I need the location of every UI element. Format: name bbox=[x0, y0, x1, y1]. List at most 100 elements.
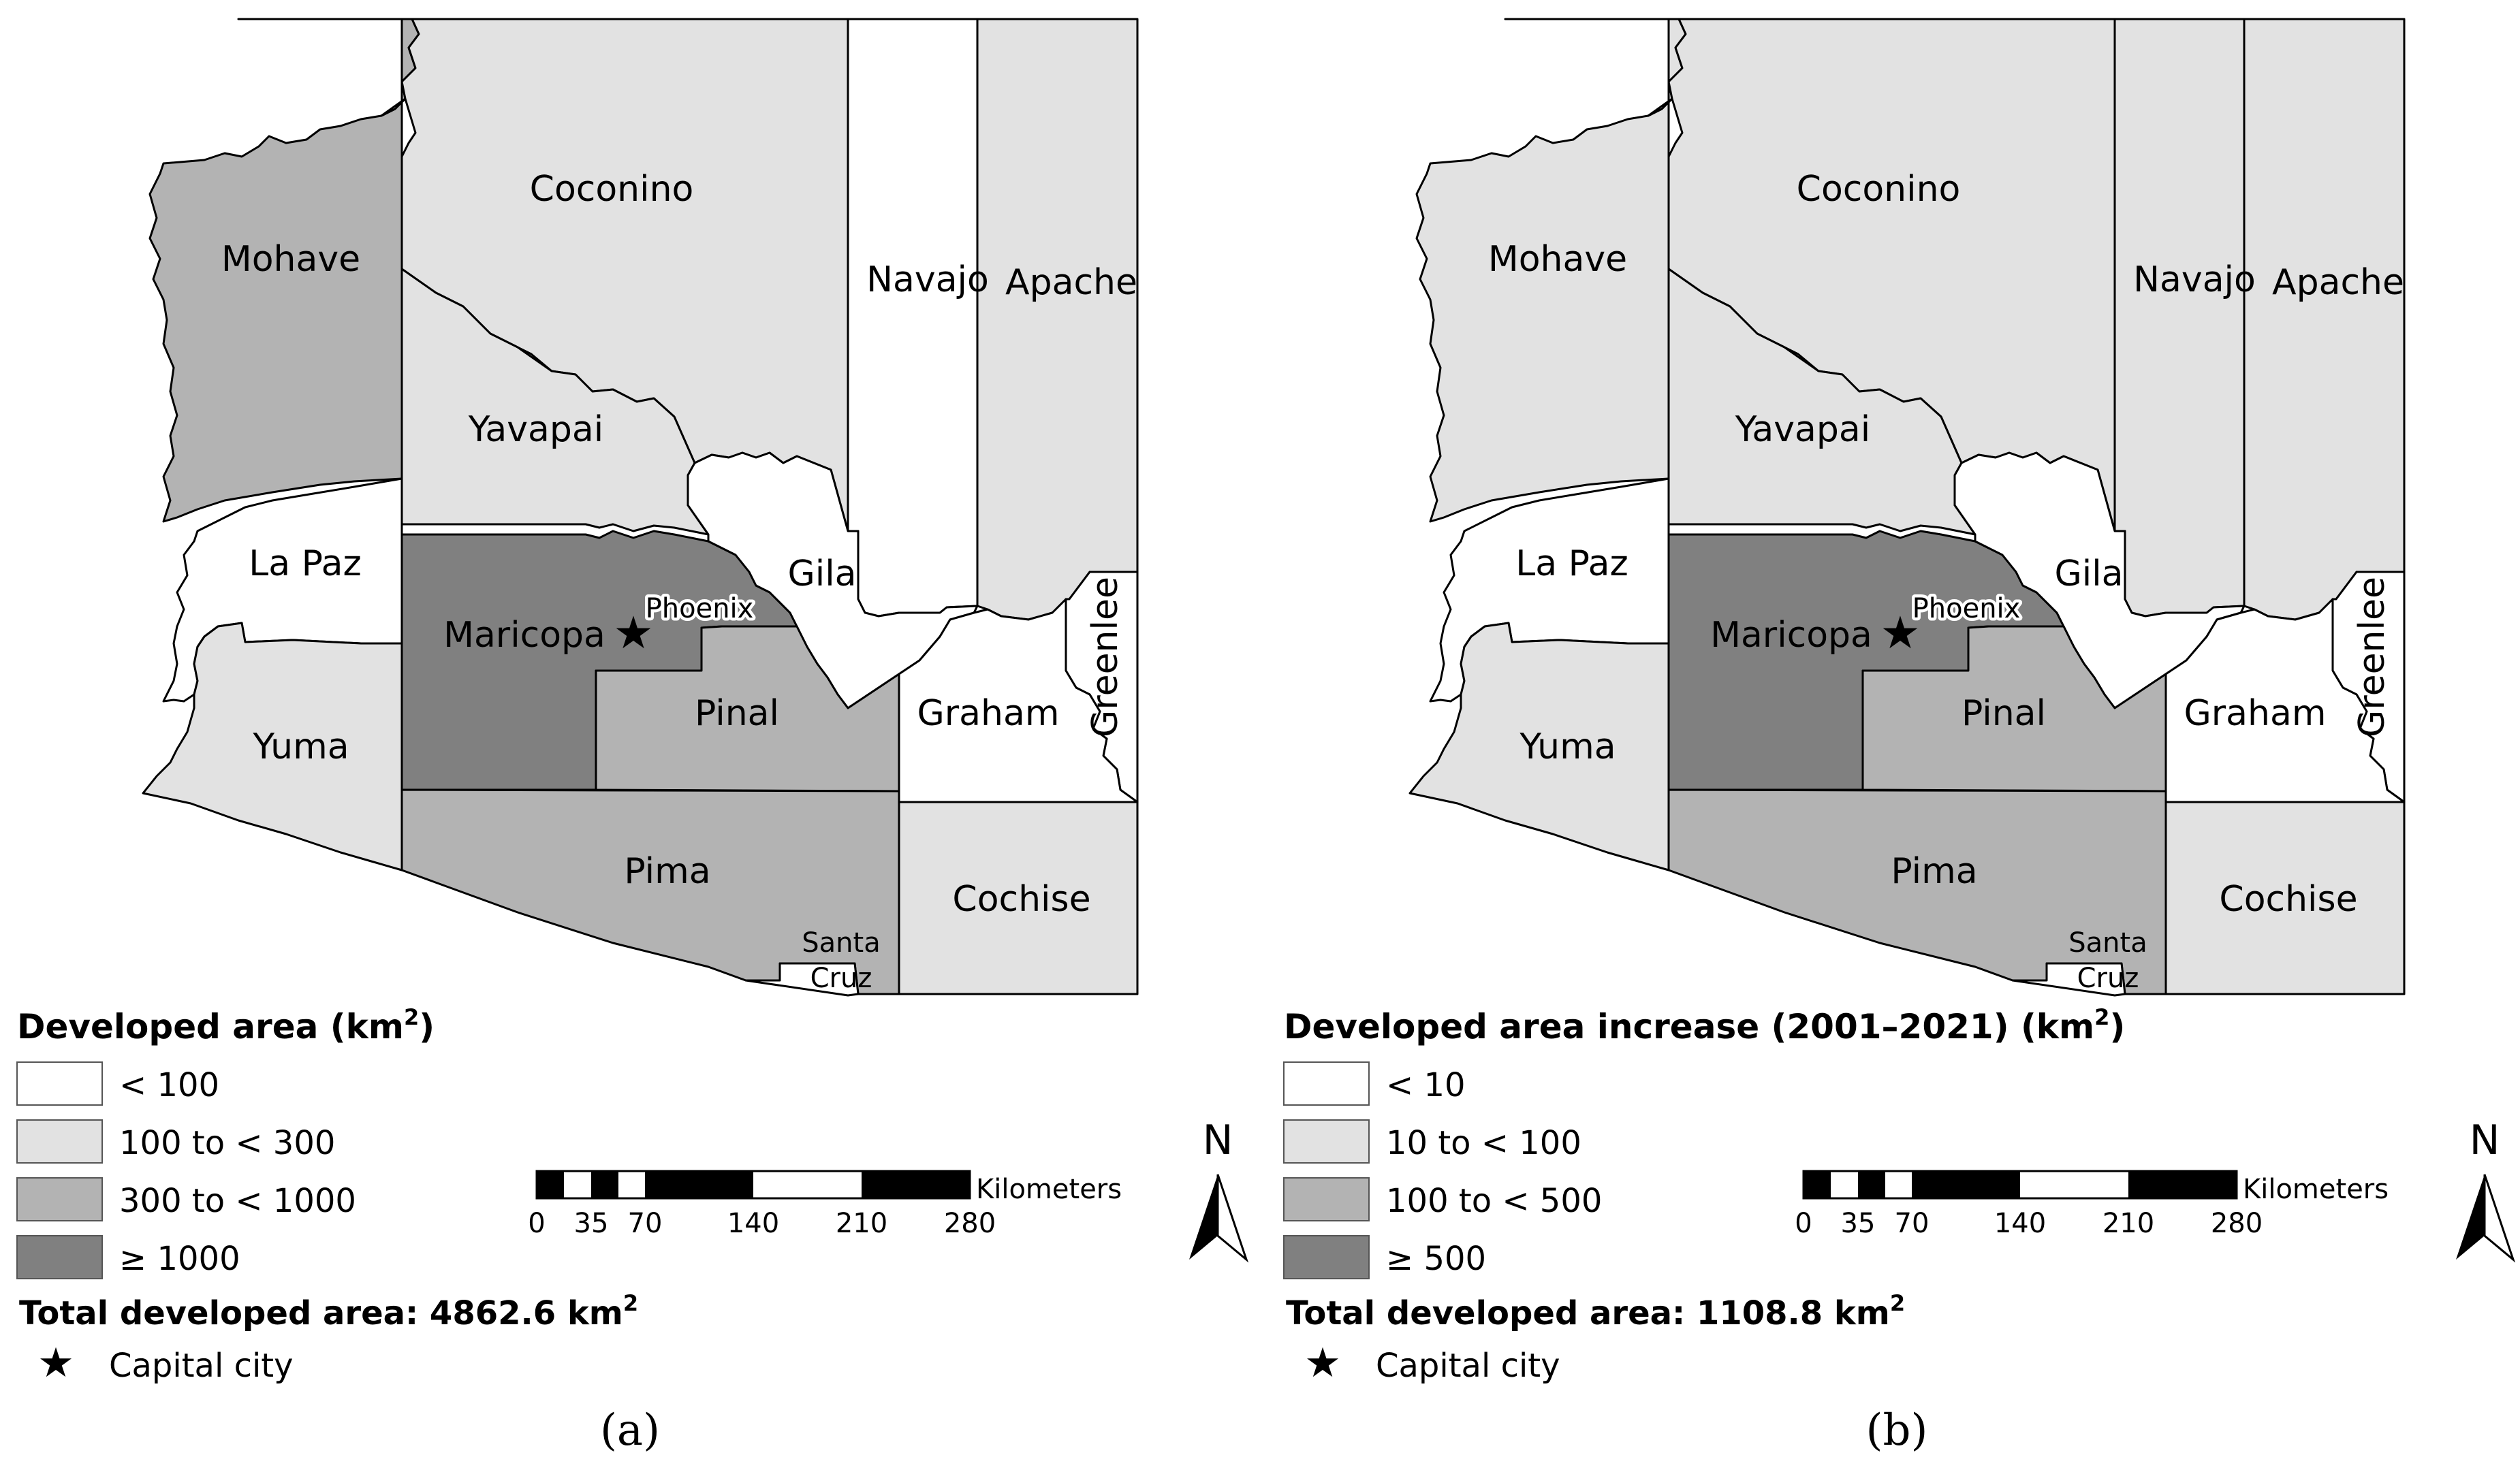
label-apache: Apache bbox=[1005, 262, 1137, 303]
scale-tick-0: 0 bbox=[528, 1208, 545, 1239]
county-pinal bbox=[595, 625, 900, 793]
county-layer bbox=[1408, 18, 2406, 997]
total-developed-area: Total developed area: 4862.6 km2 bbox=[19, 1290, 638, 1332]
label-mohave: Mohave bbox=[1488, 239, 1627, 280]
caption-a: (a) bbox=[600, 1405, 660, 1456]
scale-tick-210: 210 bbox=[836, 1208, 887, 1239]
label-coconino: Coconino bbox=[1797, 169, 1961, 210]
label-santacruz-1: Santa bbox=[2068, 927, 2147, 959]
scale-tick-0: 0 bbox=[1795, 1208, 1812, 1239]
scale-tick-70: 70 bbox=[1895, 1208, 1930, 1239]
label-greenlee: Greenlee bbox=[1085, 577, 1126, 737]
label-santacruz-2: Cruz bbox=[2077, 963, 2139, 994]
county-navajo bbox=[847, 18, 979, 618]
legend-swatch-2 bbox=[16, 1119, 103, 1164]
label-maricopa: Maricopa bbox=[1710, 615, 1872, 656]
label-graham: Graham bbox=[917, 693, 1059, 734]
scale-tick-280: 280 bbox=[2211, 1208, 2263, 1239]
capital-star-icon: ★ bbox=[613, 607, 653, 659]
scale-tick-70: 70 bbox=[628, 1208, 663, 1239]
label-coconino: Coconino bbox=[530, 169, 694, 210]
legend-item-4: ≥ 1000 bbox=[119, 1240, 240, 1278]
legend-swatch-1 bbox=[16, 1061, 103, 1106]
legend-item-1: < 100 bbox=[119, 1066, 219, 1104]
legend-title: Developed area increase (2001–2021) (km2… bbox=[1284, 1004, 2125, 1046]
label-navajo: Navajo bbox=[2133, 259, 2256, 300]
scale-tick-140: 140 bbox=[1994, 1208, 2046, 1239]
legend-item-2: 100 to < 300 bbox=[119, 1124, 335, 1162]
legend: Developed area (km2) < 100 100 to < 300 … bbox=[16, 1004, 638, 1387]
label-gila: Gila bbox=[787, 554, 856, 594]
label-graham: Graham bbox=[2184, 693, 2326, 734]
county-cochise bbox=[898, 801, 1139, 995]
label-phoenix: Phoenix bbox=[646, 593, 754, 624]
legend-swatch-1 bbox=[1283, 1061, 1370, 1106]
map-panel-b: Mohave Coconino Navajo Apache Yavapai La… bbox=[1283, 18, 2516, 1456]
scale-tick-140: 140 bbox=[727, 1208, 779, 1239]
scale-unit: Kilometers bbox=[2243, 1174, 2389, 1205]
label-santacruz-2: Cruz bbox=[810, 963, 872, 994]
legend-swatch-3 bbox=[16, 1177, 103, 1221]
county-cochise bbox=[2164, 801, 2406, 995]
svg-text:N: N bbox=[1203, 1117, 1233, 1164]
scale-bar: 0 35 70 140 210 280 Kilometers bbox=[528, 1170, 1122, 1239]
label-navajo: Navajo bbox=[866, 259, 989, 300]
scale-bar: 0 35 70 140 210 280 Kilometers bbox=[1795, 1170, 2389, 1239]
county-labels: Mohave Coconino Navajo Apache Yavapai La… bbox=[1488, 169, 2404, 994]
capital-city-label: Capital city bbox=[1376, 1347, 1560, 1385]
svg-text:N: N bbox=[2470, 1117, 2500, 1164]
county-labels: Mohave Coconino Navajo Apache Yavapai La… bbox=[221, 169, 1137, 994]
label-santacruz-1: Santa bbox=[802, 927, 880, 959]
label-phoenix: Phoenix bbox=[1912, 593, 2021, 624]
label-lapaz: La Paz bbox=[1515, 543, 1628, 584]
label-yavapai: Yavapai bbox=[468, 409, 603, 450]
legend-item-3: 100 to < 500 bbox=[1386, 1182, 1602, 1220]
label-pinal: Pinal bbox=[695, 693, 779, 734]
county-santacruz bbox=[2011, 962, 2126, 997]
star-icon: ★ bbox=[37, 1339, 74, 1387]
caption-b: (b) bbox=[1866, 1405, 1928, 1456]
county-pinal bbox=[1861, 625, 2167, 793]
map-panel-a: Mohave Coconino Navajo Apache Yavapai La… bbox=[16, 18, 1249, 1456]
legend-swatch-3 bbox=[1283, 1177, 1370, 1221]
north-arrow-icon: N bbox=[1189, 1117, 1249, 1263]
label-yuma: Yuma bbox=[252, 726, 349, 767]
legend-swatch-4 bbox=[1283, 1235, 1370, 1279]
scale-tick-210: 210 bbox=[2102, 1208, 2154, 1239]
legend-title: Developed area (km2) bbox=[17, 1004, 435, 1046]
label-mohave: Mohave bbox=[221, 239, 360, 280]
county-graham bbox=[2164, 598, 2406, 803]
label-lapaz: La Paz bbox=[249, 543, 362, 584]
county-navajo bbox=[2113, 18, 2246, 618]
legend-item-2: 10 to < 100 bbox=[1386, 1124, 1581, 1162]
capital-star-icon: ★ bbox=[1880, 607, 1920, 659]
capital-city-label: Capital city bbox=[109, 1347, 294, 1385]
label-pima: Pima bbox=[1891, 851, 1977, 892]
star-icon: ★ bbox=[1304, 1339, 1341, 1387]
scale-unit: Kilometers bbox=[976, 1174, 1122, 1205]
county-apache bbox=[976, 18, 1139, 621]
label-apache: Apache bbox=[2272, 262, 2404, 303]
county-apache bbox=[2243, 18, 2406, 621]
county-santacruz bbox=[744, 962, 860, 997]
scale-tick-35: 35 bbox=[1841, 1208, 1876, 1239]
label-maricopa: Maricopa bbox=[443, 615, 605, 656]
legend-item-1: < 10 bbox=[1386, 1066, 1466, 1104]
legend-swatch-4 bbox=[16, 1235, 103, 1279]
legend: Developed area increase (2001–2021) (km2… bbox=[1283, 1004, 2125, 1387]
county-layer bbox=[142, 18, 1139, 997]
label-cochise: Cochise bbox=[952, 879, 1090, 920]
label-pinal: Pinal bbox=[1962, 693, 2046, 734]
legend-item-4: ≥ 500 bbox=[1386, 1240, 1486, 1278]
total-developed-area: Total developed area: 1108.8 km2 bbox=[1286, 1290, 1905, 1332]
legend-swatch-2 bbox=[1283, 1119, 1370, 1164]
label-pima: Pima bbox=[624, 851, 710, 892]
scale-tick-35: 35 bbox=[574, 1208, 609, 1239]
label-cochise: Cochise bbox=[2219, 879, 2357, 920]
county-graham bbox=[898, 598, 1139, 803]
scale-tick-280: 280 bbox=[944, 1208, 996, 1239]
label-yavapai: Yavapai bbox=[1735, 409, 1870, 450]
label-greenlee: Greenlee bbox=[2352, 577, 2393, 737]
label-yuma: Yuma bbox=[1519, 726, 1616, 767]
